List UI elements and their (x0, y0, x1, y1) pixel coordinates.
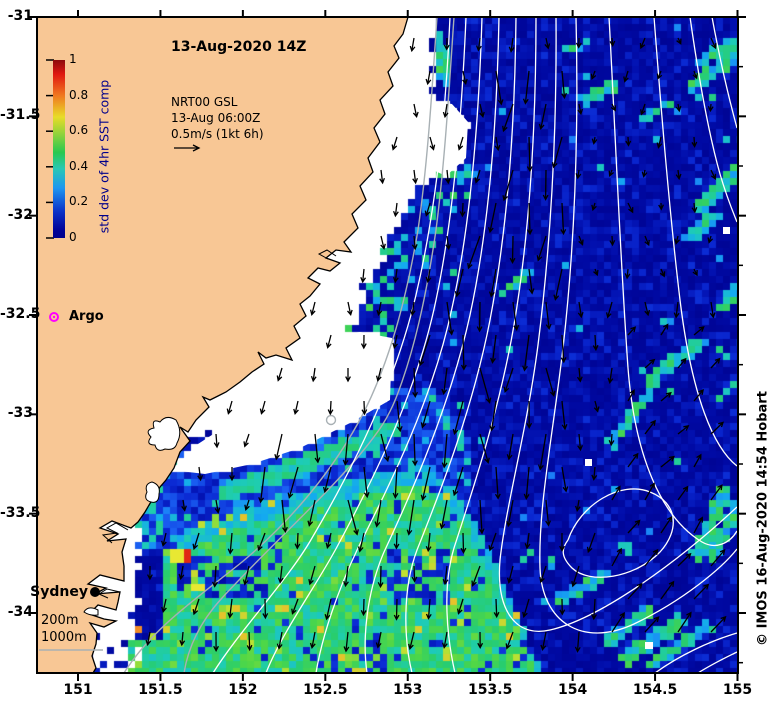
estuary-squiggles (83, 416, 181, 616)
mooring-circle-marker (325, 414, 337, 426)
velocity-scale-arrow (174, 144, 201, 152)
y-tick-label: -33 (7, 405, 33, 422)
y-tick-label: -33.5 (0, 504, 41, 521)
x-tick-label: 151 (63, 682, 93, 698)
sydney-dot (90, 587, 100, 597)
isobath-1000m (183, 16, 455, 674)
y-tick-label: -32.5 (0, 306, 41, 322)
argo-marker (49, 312, 59, 322)
river-lines (97, 249, 337, 599)
ssh-contours (212, 16, 738, 674)
colorbar-ticks (46, 59, 54, 239)
colorbar-tick-label: 0.2 (69, 194, 89, 209)
colorbar-tick-label: 0.6 (69, 123, 89, 138)
x-tick-label: 153.5 (468, 682, 513, 698)
current-vector-arrows (145, 37, 727, 653)
isobath-label-200m: 200m (41, 613, 79, 628)
annotation-time: 13-Aug 06:00Z (171, 111, 261, 125)
colorbar-gradient (53, 60, 65, 238)
colorbar-label: std dev of 4hr SST comp (96, 79, 112, 234)
axis-ticks (29, 10, 746, 681)
annotation-model: NRT00 GSL (171, 95, 238, 109)
colorbar-tick-label: 0.4 (69, 158, 89, 173)
isobath-label-1000m: 1000m (41, 630, 87, 645)
argo-label: Argo (69, 309, 104, 324)
annotation-vector-scale: 0.5m/s (1kt 6h) (171, 127, 264, 141)
x-tick-label: 152.5 (303, 682, 348, 698)
y-tick-label: -31 (7, 8, 33, 24)
x-tick-label: 154 (558, 682, 588, 698)
sydney-label: Sydney (30, 584, 88, 600)
colorbar-tick-label: 0.8 (69, 87, 89, 102)
map-title: 13-Aug-2020 14Z (171, 39, 307, 55)
credit-text: © IMOS 16-Aug-2020 14:54 Hobart (755, 391, 771, 646)
x-tick-label: 153 (393, 682, 423, 698)
y-tick-label: -31.5 (0, 107, 41, 124)
x-tick-label: 152 (228, 682, 258, 698)
x-tick-label: 155 (722, 682, 753, 698)
y-tick-label: -32 (7, 206, 33, 223)
colorbar-tick-label: 0 (69, 230, 77, 244)
x-tick-label: 151.5 (138, 682, 183, 698)
x-tick-label: 154.5 (632, 682, 678, 698)
plot-border (36, 16, 739, 674)
y-tick-label: -34 (7, 604, 33, 620)
land-polygon (36, 16, 409, 674)
colorbar-tick-label: 1 (69, 52, 77, 66)
